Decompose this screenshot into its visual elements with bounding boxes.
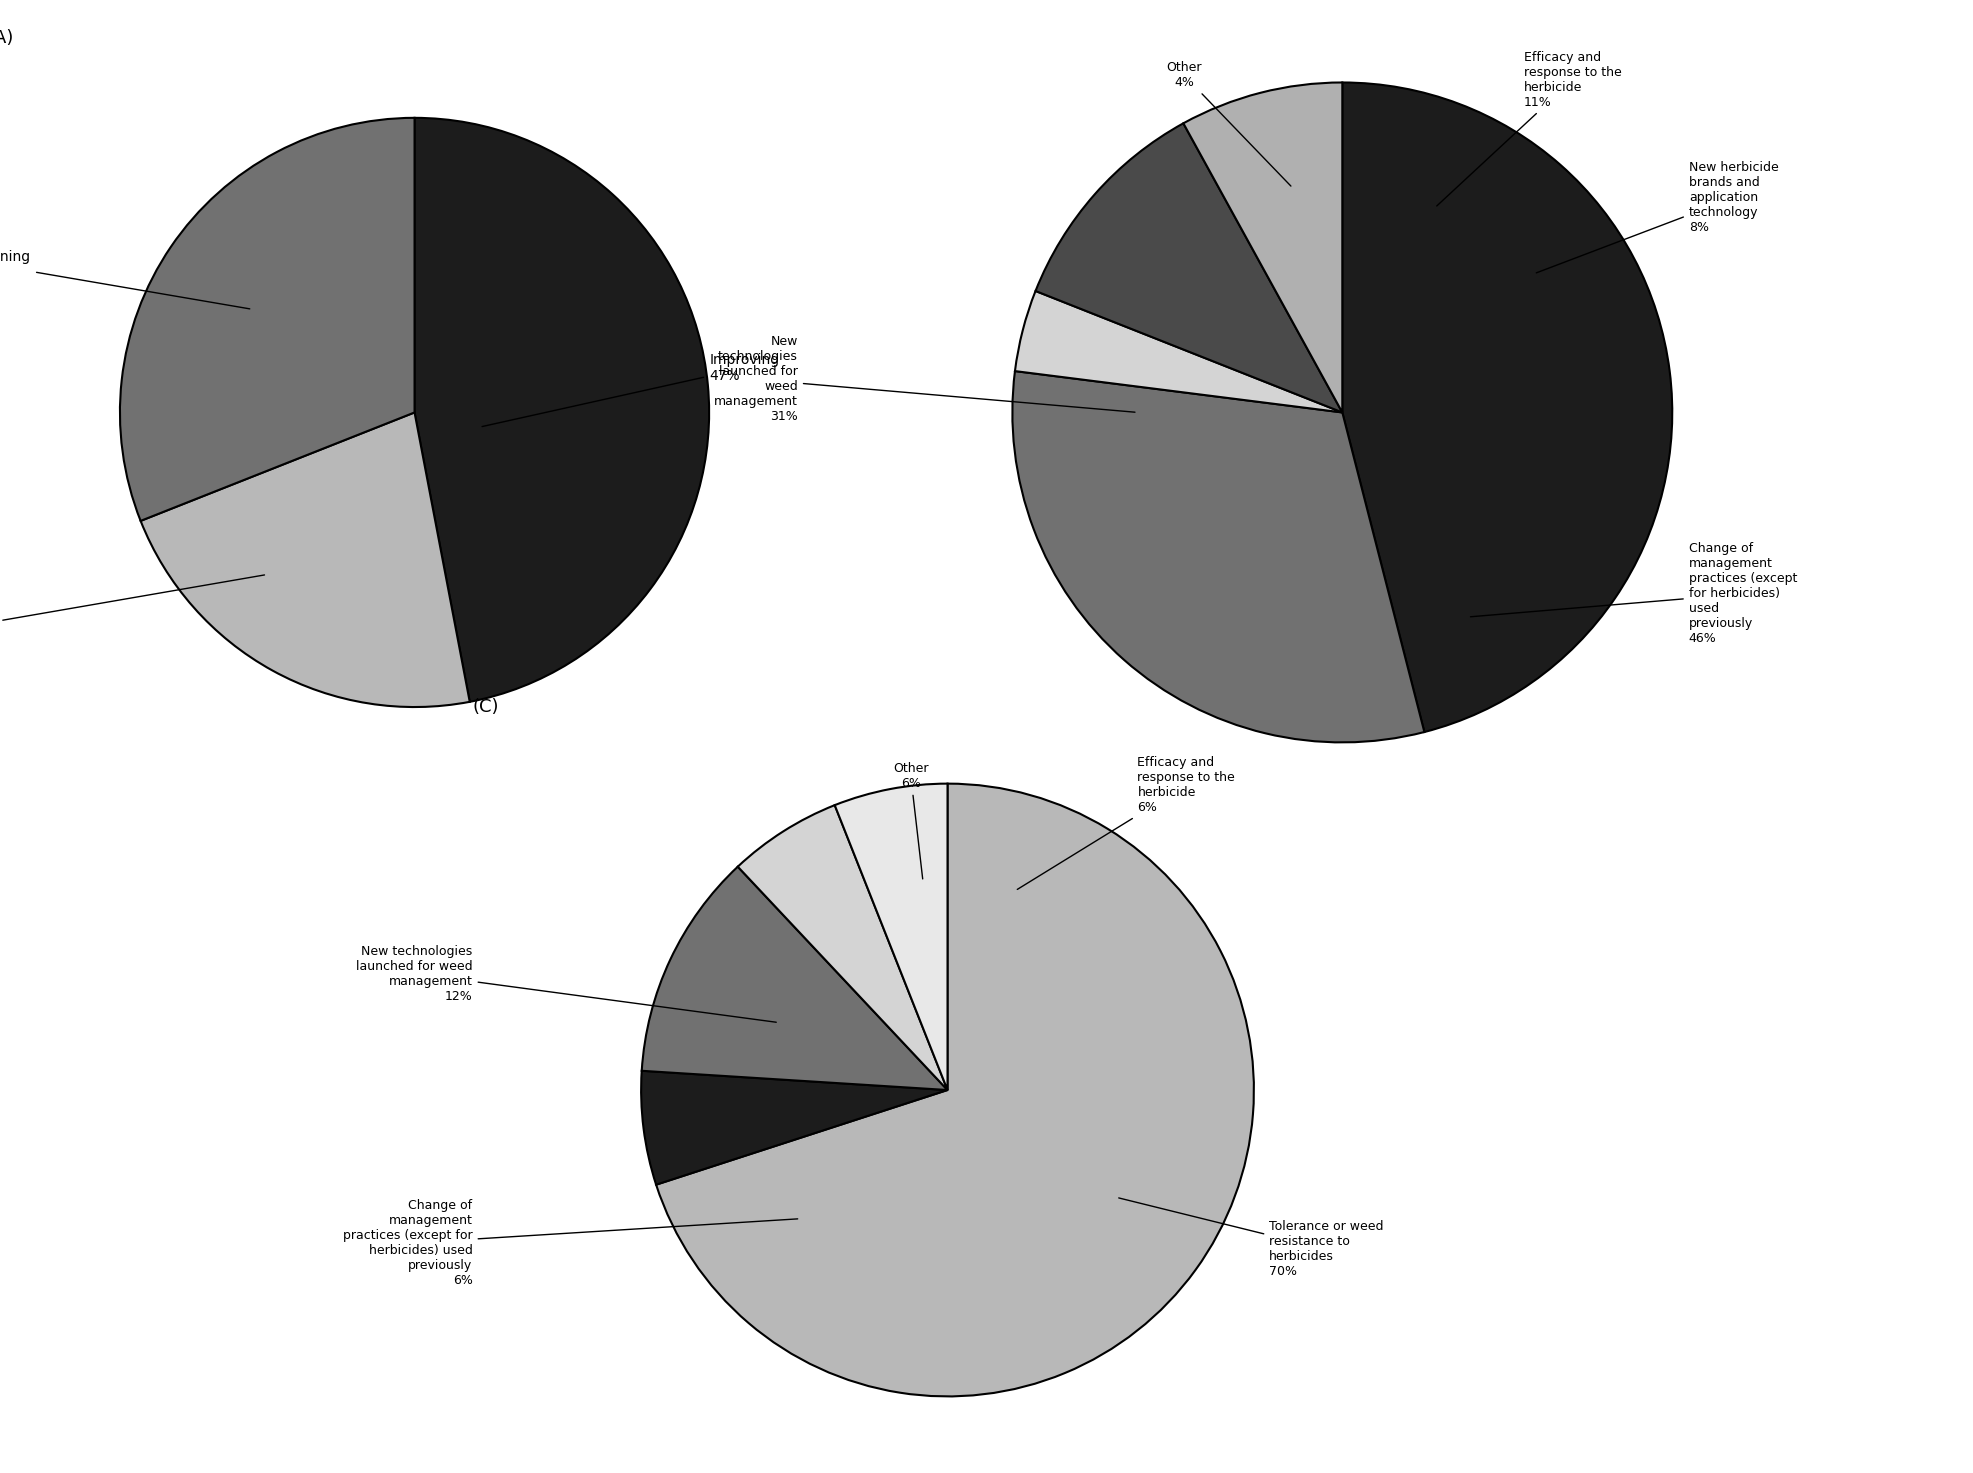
Wedge shape <box>835 784 947 1090</box>
Text: Improving
47%: Improving 47% <box>481 354 779 427</box>
Wedge shape <box>738 806 947 1090</box>
Text: Efficacy and
response to the
herbicide
11%: Efficacy and response to the herbicide 1… <box>1436 52 1620 206</box>
Wedge shape <box>1014 292 1342 412</box>
Wedge shape <box>1342 82 1671 732</box>
Wedge shape <box>1182 82 1342 412</box>
Wedge shape <box>641 866 947 1090</box>
Text: Other
6%: Other 6% <box>892 762 927 879</box>
Text: (A): (A) <box>0 29 14 47</box>
Wedge shape <box>641 1071 947 1184</box>
Text: Other
4%: Other 4% <box>1166 60 1290 186</box>
Text: Tolerance or weed
resistance to
herbicides
70%: Tolerance or weed resistance to herbicid… <box>1119 1198 1383 1279</box>
Text: (C): (C) <box>472 698 499 716</box>
Wedge shape <box>120 118 414 521</box>
Text: Efficacy and
response to the
herbicide
6%: Efficacy and response to the herbicide 6… <box>1016 756 1235 890</box>
Wedge shape <box>140 412 470 707</box>
Text: New technologies
launched for weed
management
12%: New technologies launched for weed manag… <box>355 944 775 1022</box>
Wedge shape <box>1012 371 1425 742</box>
Wedge shape <box>414 118 708 701</box>
Wedge shape <box>655 784 1253 1396</box>
Text: Same
22%: Same 22% <box>0 574 264 639</box>
Text: Change of
management
practices (except
for herbicides)
used
previously
46%: Change of management practices (except f… <box>1470 542 1795 645</box>
Wedge shape <box>1036 124 1342 412</box>
Text: Change of
management
practices (except for
herbicides) used
previously
6%: Change of management practices (except f… <box>343 1199 797 1287</box>
Text: Worsening
31%: Worsening 31% <box>0 250 251 309</box>
Text: New
technologies
launched for
weed
management
31%: New technologies launched for weed manag… <box>714 336 1134 423</box>
Text: New herbicide
brands and
application
technology
8%: New herbicide brands and application tec… <box>1535 162 1778 273</box>
